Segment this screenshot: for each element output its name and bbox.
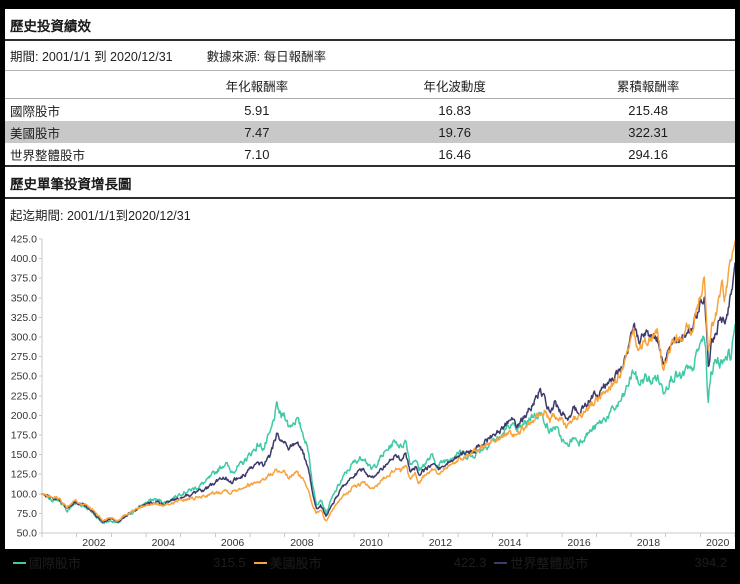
cell-value: 7.10	[244, 146, 270, 162]
legend-final-value: 315.5	[213, 555, 246, 570]
table-row: 國際股市 5.91 16.83 215.48	[5, 99, 735, 122]
legend-item: 世界整體股市 394.2	[490, 553, 731, 572]
svg-text:2016: 2016	[567, 537, 591, 548]
cell-value: 294.16	[628, 146, 668, 162]
svg-text:300.0: 300.0	[11, 332, 37, 344]
svg-text:325.0: 325.0	[11, 312, 37, 324]
column-header: 年化波動度	[348, 71, 562, 99]
svg-text:150.0: 150.0	[11, 449, 37, 461]
cell-value: 19.76	[438, 124, 471, 140]
svg-text:400.0: 400.0	[11, 253, 37, 265]
svg-text:50.0: 50.0	[17, 528, 38, 540]
svg-text:75.0: 75.0	[17, 508, 38, 520]
legend-item: 美國股市 422.3	[250, 553, 491, 572]
growth-chart: 50.0 75.0 100.0 125.0 150.0 175.0 200.0 225.0 25…	[5, 226, 736, 553]
chart-legend: 國際股市 315.5 美國股市 422.3 世界整體股市 394.2	[5, 553, 735, 584]
period-label: 期間: 2001/1/1 到 2020/12/31	[10, 50, 173, 64]
column-header: 年化報酬率	[165, 71, 349, 99]
svg-text:2002: 2002	[82, 537, 106, 548]
legend-label-group: 美國股市	[253, 553, 322, 572]
legend-line-swatch-icon	[494, 561, 508, 564]
svg-text:2012: 2012	[429, 537, 453, 548]
performance-table-body: 國際股市 5.91 16.83 215.48 美國股市 7.47 19.76 322.31 世界…	[5, 99, 735, 167]
growth-chart-svg: 50.0 75.0 100.0 125.0 150.0 175.0 200.0 225.0 25…	[11, 234, 736, 549]
svg-text:2020: 2020	[706, 537, 730, 548]
svg-text:375.0: 375.0	[11, 273, 37, 285]
svg-text:225.0: 225.0	[11, 390, 37, 402]
svg-text:275.0: 275.0	[11, 351, 37, 363]
svg-text:250.0: 250.0	[11, 371, 37, 383]
svg-text:2014: 2014	[498, 537, 522, 548]
svg-text:2008: 2008	[290, 537, 314, 548]
legend-line-swatch-icon	[13, 561, 26, 564]
report-frame: 歷史投資績效 期間: 2001/1/1 到 2020/12/31 數據來源: 每…	[5, 9, 736, 571]
row-label-header	[5, 71, 166, 99]
performance-section-title: 歷史投資績效	[5, 9, 735, 41]
svg-text:2018: 2018	[637, 537, 661, 548]
svg-text:2006: 2006	[221, 537, 245, 548]
cell-value: 7.47	[244, 124, 270, 140]
svg-text:175.0: 175.0	[11, 430, 37, 442]
column-header: 累積報酬率	[561, 71, 735, 99]
svg-text:350.0: 350.0	[11, 292, 37, 304]
cell-value: 322.31	[628, 124, 668, 140]
table-header-row: 年化報酬率 年化波動度 累積報酬率	[5, 71, 735, 99]
growth-subtitle: 起迄期間: 2001/1/1到2020/12/31	[10, 209, 191, 223]
row-label: 世界整體股市	[10, 148, 86, 163]
growth-section-title: 歷史單筆投資增長圖	[5, 167, 735, 199]
legend-line-swatch-icon	[253, 561, 267, 564]
data-source-label: 數據來源: 每日報酬率	[206, 50, 327, 64]
row-label: 美國股市	[10, 126, 61, 141]
legend-label-group: 世界整體股市	[494, 553, 588, 572]
cell-value: 215.48	[628, 102, 668, 118]
performance-table: 年化報酬率 年化波動度 累積報酬率 國際股市 5.91 16.83 215.48 美國股市 7…	[5, 71, 735, 167]
cell-value: 5.91	[244, 102, 270, 118]
performance-meta-row: 期間: 2001/1/1 到 2020/12/31 數據來源: 每日報酬率	[5, 41, 735, 71]
legend-final-value: 422.3	[453, 555, 487, 570]
table-row: 世界整體股市 7.10 16.46 294.16	[5, 143, 735, 166]
legend-label-group: 國際股市	[13, 553, 81, 572]
svg-text:2010: 2010	[359, 537, 383, 548]
svg-text:125.0: 125.0	[11, 469, 37, 481]
svg-text:200.0: 200.0	[11, 410, 37, 422]
cell-value: 16.46	[438, 146, 471, 162]
legend-label: 美國股市	[269, 556, 322, 571]
cell-value: 16.83	[438, 102, 471, 118]
table-row: 美國股市 7.47 19.76 322.31	[5, 121, 735, 143]
row-label: 國際股市	[10, 104, 61, 119]
legend-label: 世界整體股市	[510, 556, 589, 571]
legend-item: 國際股市 315.5	[9, 553, 250, 572]
svg-text:425.0: 425.0	[11, 234, 37, 246]
svg-text:2004: 2004	[152, 537, 176, 548]
legend-final-value: 394.2	[694, 555, 728, 570]
screenshot-root: { "performance": { "title": "歷史投資績效", "p…	[5, 9, 736, 571]
legend-label: 國際股市	[29, 556, 82, 571]
svg-text:100.0: 100.0	[11, 488, 37, 500]
